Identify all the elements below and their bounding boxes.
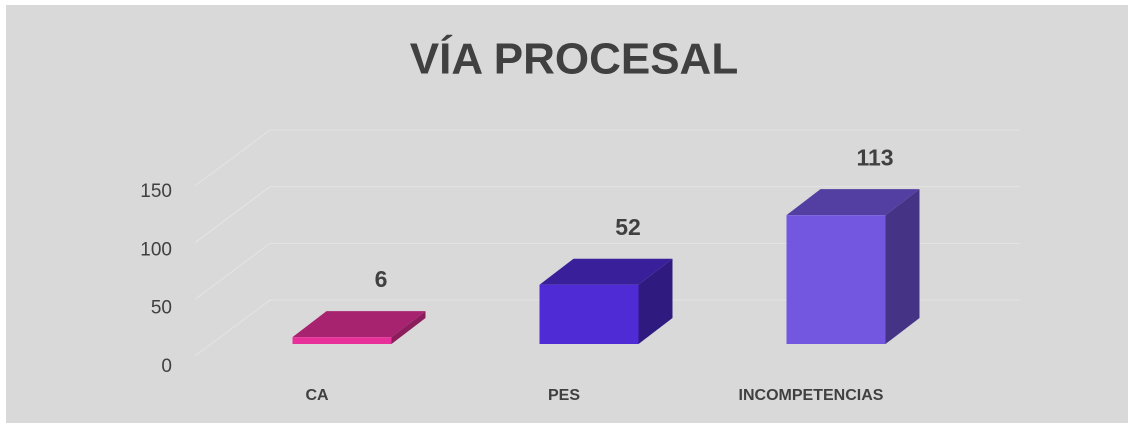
y-tick-label: 0 xyxy=(161,356,172,377)
x-tick-label: INCOMPETENCIAS xyxy=(739,387,884,404)
chart-background xyxy=(6,5,1128,423)
bar xyxy=(539,284,639,344)
bar xyxy=(292,337,392,344)
bar-top xyxy=(292,311,426,338)
grid-line xyxy=(194,242,1020,300)
bar-side xyxy=(638,258,673,344)
bar-top xyxy=(539,258,673,285)
grid-line xyxy=(194,299,1020,357)
chart-title: VÍA PROCESAL xyxy=(410,34,738,84)
bar-side xyxy=(885,189,920,344)
y-tick-label: 150 xyxy=(140,181,172,202)
bar-top xyxy=(786,189,920,216)
x-tick-label: PES xyxy=(548,387,580,404)
grid-line xyxy=(194,129,1020,187)
value-label: 6 xyxy=(375,266,388,292)
bar-side xyxy=(391,311,426,344)
x-tick-label: CA xyxy=(305,387,329,404)
value-label: 52 xyxy=(615,214,641,240)
y-tick-label: 50 xyxy=(151,298,172,319)
y-tick-label: 100 xyxy=(140,239,172,260)
bar xyxy=(786,215,886,344)
grid-line xyxy=(194,186,1020,244)
value-label: 113 xyxy=(856,144,893,170)
